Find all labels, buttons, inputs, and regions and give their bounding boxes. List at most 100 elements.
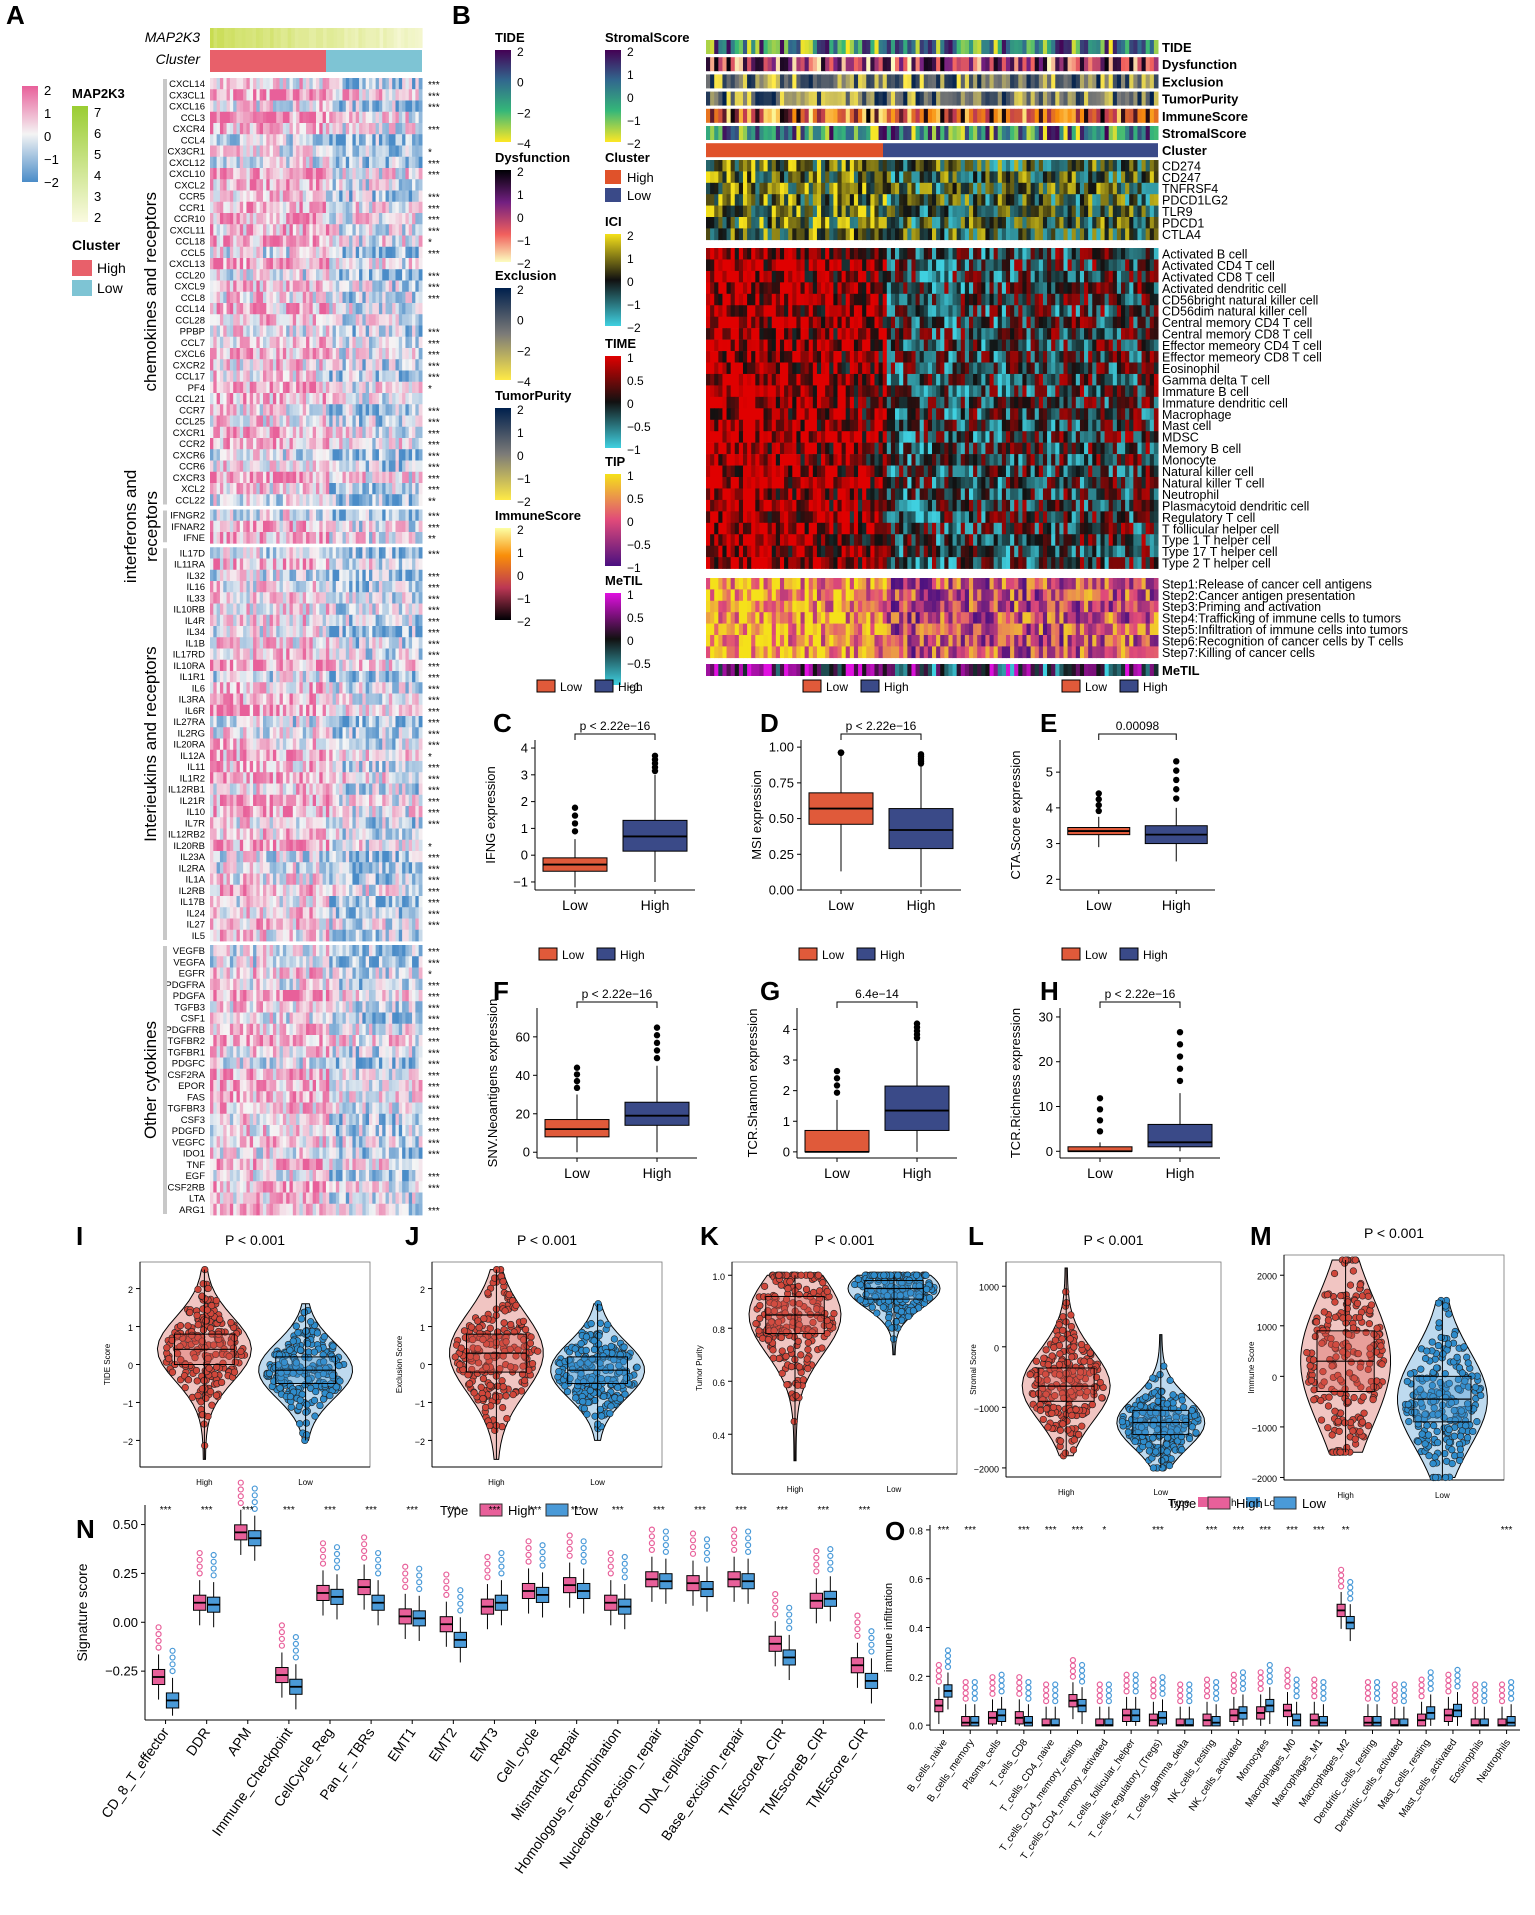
heat-cell (272, 213, 277, 225)
heat-cell (282, 532, 287, 544)
heat-cell (385, 772, 390, 784)
heat-cell (306, 592, 310, 604)
heat-cell (233, 404, 237, 416)
heat-cell (388, 592, 393, 604)
heat-cell (226, 78, 231, 90)
heat-cell (210, 716, 214, 728)
heat-cell (325, 224, 330, 236)
heat-cell (236, 201, 241, 214)
heat-cell (213, 851, 218, 863)
heat-cell (210, 851, 214, 863)
heat-cell (249, 749, 254, 762)
heat-cell (256, 509, 261, 522)
heat-cell (378, 460, 383, 473)
heat-cell (229, 637, 234, 649)
heat-cell (355, 415, 360, 428)
heat-cell (299, 884, 304, 897)
heat-cell (352, 123, 357, 135)
heat-cell (418, 89, 423, 101)
heat-cell (236, 460, 241, 473)
heat-cell (382, 614, 387, 627)
heat-cell (306, 89, 310, 101)
heat-cell (365, 460, 370, 473)
heat-cell (223, 873, 228, 886)
heat-cell (405, 145, 410, 158)
heat-cell (253, 156, 257, 169)
heat-cell (415, 884, 420, 897)
heat-cell (362, 828, 367, 841)
heat-cell (259, 749, 264, 762)
heat-cell (359, 168, 363, 180)
heat-cell (312, 483, 317, 495)
heat-cell (349, 291, 353, 304)
heat-cell (269, 945, 274, 957)
heat-cell (263, 659, 267, 672)
heat-cell (398, 558, 403, 571)
heat-cell (365, 145, 370, 158)
heat-cell (359, 213, 363, 225)
heat-cell (365, 471, 370, 484)
heat-cell (259, 179, 264, 191)
heat-cell (263, 494, 267, 506)
heat-cell (316, 509, 320, 522)
heat-cell (289, 862, 294, 874)
heat-cell (239, 213, 244, 225)
heat-cell (415, 873, 420, 886)
heat-cell (359, 471, 363, 484)
heat-cell (359, 156, 363, 169)
heat-cell (266, 794, 271, 807)
heat-cell (345, 851, 350, 863)
heat-cell (276, 839, 281, 852)
heat-cell (398, 614, 403, 627)
heat-cell (289, 370, 294, 383)
heat-cell (372, 659, 377, 672)
heat-cell (296, 603, 300, 616)
heat-cell (418, 716, 423, 728)
heat-cell (405, 269, 410, 281)
heat-cell (286, 348, 290, 360)
heat-cell (332, 626, 337, 638)
heat-cell (398, 727, 403, 739)
heat-cell (216, 509, 221, 522)
heat-cell (415, 806, 420, 818)
heat-cell (259, 100, 264, 113)
heat-cell (325, 460, 330, 473)
heat-cell (339, 100, 343, 113)
heat-cell (335, 896, 340, 908)
heat-cell (309, 614, 314, 627)
heat-cell (382, 100, 387, 113)
heat-cell (359, 325, 363, 338)
heat-cell (402, 558, 406, 571)
heat-cell (219, 929, 224, 942)
heat-cell (269, 509, 274, 522)
heat-cell (385, 817, 390, 829)
heat-cell (339, 89, 343, 101)
heat-cell (289, 520, 294, 533)
heat-cell (226, 111, 231, 124)
heat-cell (332, 483, 337, 495)
heat-cell (289, 626, 294, 638)
heat-cell (233, 918, 237, 931)
heat-cell (388, 896, 393, 908)
heat-cell (359, 532, 363, 544)
heat-cell (375, 100, 380, 113)
heat-cell (223, 201, 228, 214)
heat-cell (355, 682, 360, 694)
heat-cell (342, 325, 347, 338)
heat-cell (335, 370, 340, 383)
heat-cell (249, 280, 254, 293)
heat-cell (395, 704, 400, 717)
heat-cell (322, 509, 327, 522)
heat-cell (329, 291, 334, 304)
heat-cell (319, 547, 324, 559)
heat-cell (415, 415, 420, 428)
heat-cell (395, 603, 400, 616)
heat-cell (286, 370, 290, 383)
heat-cell (375, 89, 380, 101)
heat-cell (210, 945, 214, 957)
heat-cell (322, 190, 327, 203)
heat-cell (239, 896, 244, 908)
heat-cell (332, 896, 337, 908)
heat-cell (316, 704, 320, 717)
heat-cell (296, 460, 300, 473)
